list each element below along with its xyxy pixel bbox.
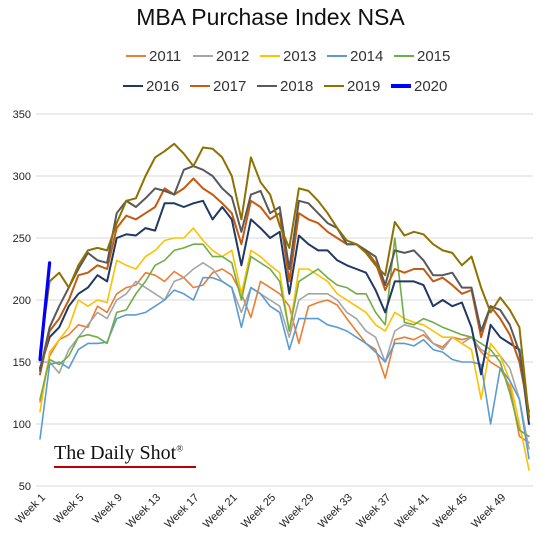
- series-line-2018: [39, 165, 530, 419]
- legend-label-2020: 2020: [414, 78, 447, 95]
- legend-label-2013: 2013: [283, 48, 316, 65]
- x-tick-label: Week 45: [431, 492, 470, 531]
- legend-label-2016: 2016: [146, 78, 179, 95]
- series-line-2019: [39, 142, 530, 419]
- x-tick-label: Week 37: [354, 492, 393, 531]
- y-tick-label: 300: [13, 171, 31, 183]
- series-line-2014: [39, 276, 530, 460]
- x-tick-label: Week 1: [13, 492, 48, 527]
- x-tick-label: Week 41: [393, 492, 432, 531]
- series-line-2011: [39, 268, 530, 444]
- legend: 2011 2012 2013 2014 2015 2016 2017 2018 2019 2020: [123, 48, 450, 95]
- x-tick-label: Week 17: [162, 492, 201, 531]
- legend-label-2011: 2011: [149, 48, 181, 65]
- series-line-2013: [39, 227, 530, 471]
- series-layer: [38, 142, 530, 471]
- x-tick-label: Week 33: [316, 492, 355, 531]
- legend-label-2019: 2019: [347, 78, 380, 95]
- series-line-2012: [39, 261, 530, 450]
- x-tick-label: Week 25: [239, 492, 278, 531]
- y-tick-label: 200: [13, 295, 31, 307]
- x-tick-label: Week 9: [90, 492, 125, 527]
- series-line-2020: [38, 261, 52, 362]
- chart-title: MBA Purchase Index NSA: [136, 4, 405, 30]
- x-tick-label: Week 21: [201, 492, 240, 531]
- the-daily-shot-logo: The Daily Shot®: [54, 442, 196, 468]
- y-tick-label: 100: [13, 419, 31, 431]
- legend-label-2017: 2017: [213, 78, 246, 95]
- legend-label-2014: 2014: [350, 48, 383, 65]
- series-line-2016: [39, 199, 530, 425]
- legend-label-2015: 2015: [417, 48, 450, 65]
- watermark-underline: [54, 466, 196, 468]
- y-tick-label: 250: [13, 233, 31, 245]
- series-line-2015: [39, 237, 530, 438]
- legend-label-2012: 2012: [216, 48, 249, 65]
- x-tick-label: Week 49: [469, 492, 508, 531]
- watermark-text: The Daily Shot: [54, 442, 177, 464]
- legend-label-2018: 2018: [280, 78, 313, 95]
- y-tick-label: 350: [13, 109, 31, 121]
- grid-layer: [36, 113, 533, 487]
- watermark-registered-mark: ®: [176, 443, 184, 454]
- series-line-2017: [39, 177, 530, 413]
- x-tick-label: Week 5: [52, 492, 87, 527]
- y-tick-label: 150: [13, 357, 31, 369]
- y-tick-label: 50: [19, 481, 31, 493]
- x-tick-label: Week 13: [124, 492, 163, 531]
- x-tick-label: Week 29: [278, 492, 317, 531]
